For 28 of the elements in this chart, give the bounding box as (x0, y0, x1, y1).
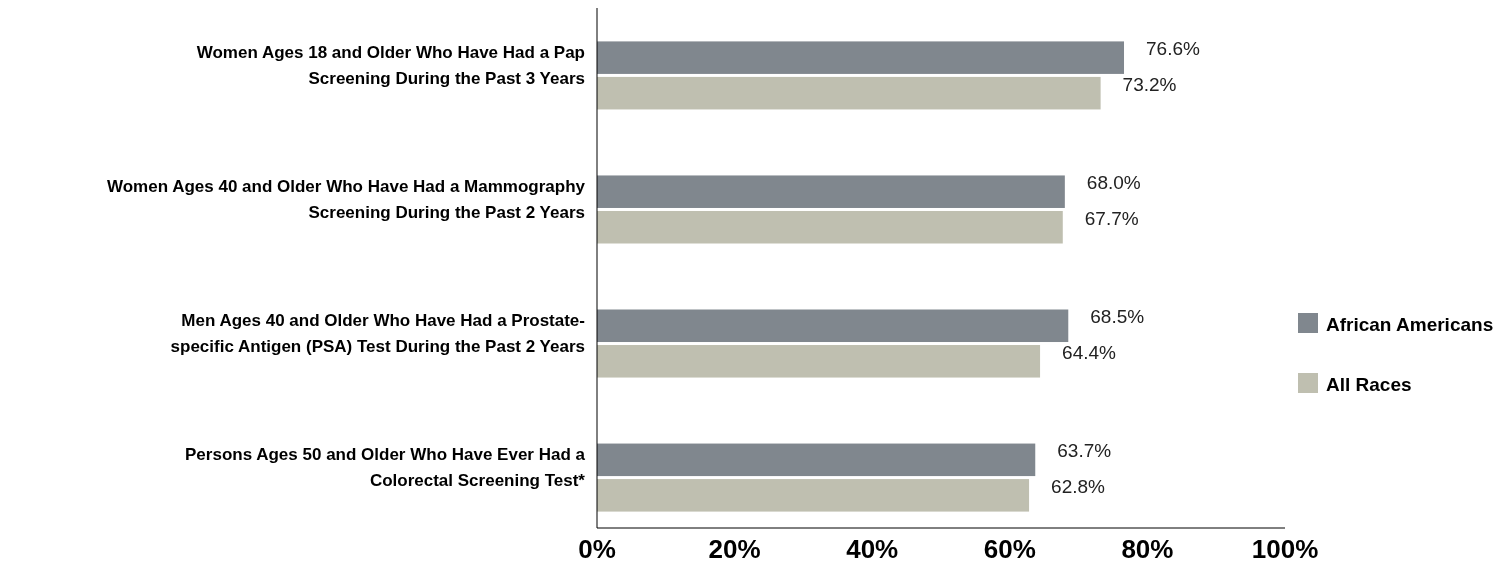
data-label: 68.0% (1086, 172, 1141, 194)
data-label: 67.7% (1084, 207, 1139, 229)
x-tick-label: 100% (1251, 534, 1319, 564)
legend-label: African Americans (1326, 314, 1494, 335)
bar (597, 175, 1065, 208)
y-tick-label: Persons Ages 50 and Older Who Have Ever Had a Colorectal Screening Test* (185, 445, 586, 491)
bar (597, 41, 1125, 74)
y-tick-label: Women Ages 40 and Older Who Have Had a Mammography Screening During the Past 2 Years (107, 176, 586, 222)
x-tick-label: 80% (1121, 534, 1174, 564)
data-label: 62.8% (1051, 475, 1106, 497)
bar (597, 309, 1069, 343)
bar (597, 345, 1041, 378)
legend-label: All Races (1326, 374, 1412, 395)
bar (597, 443, 1036, 477)
data-label: 63.7% (1057, 440, 1112, 462)
x-tick-label: 0% (578, 534, 616, 564)
x-tick-label: 60% (983, 534, 1036, 564)
x-tick-label: 20% (708, 534, 761, 564)
data-label: 68.5% (1090, 306, 1145, 328)
data-label: 64.4% (1062, 341, 1117, 363)
y-tick-label: Women Ages 18 and Older Who Have Had a Pap Screening During the Past 3 Years (196, 42, 585, 88)
data-label: 76.6% (1146, 38, 1200, 60)
y-tick-label: Men Ages 40 and Older Who Have Had a Prostate-specific Antigen (PSA) Test During the Past 2 Years (170, 311, 585, 357)
x-tick-label: 40% (846, 534, 899, 564)
bar (597, 210, 1063, 244)
bar (597, 479, 1030, 512)
bar (597, 76, 1101, 110)
data-label: 73.2% (1122, 73, 1177, 95)
